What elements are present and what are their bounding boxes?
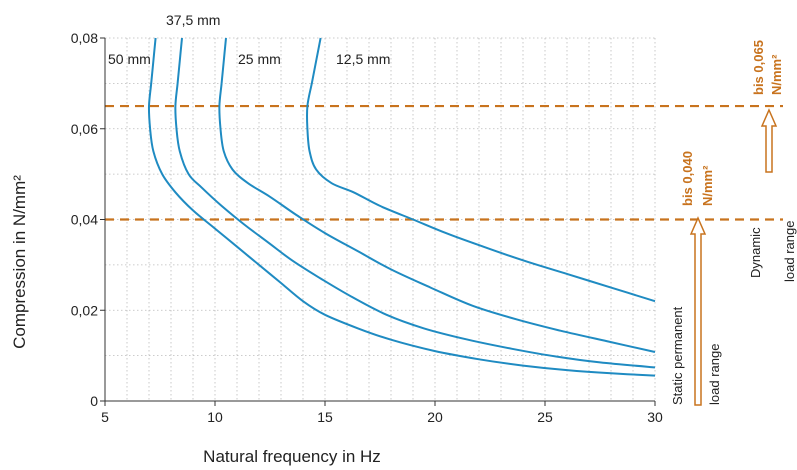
range-label: load range (782, 221, 797, 282)
series-label: 25 mm (238, 51, 281, 67)
y-tick-label: 0,04 (71, 212, 98, 228)
y-tick-label: 0,06 (71, 121, 98, 137)
series-line (305, 37, 656, 303)
series-line (147, 37, 656, 377)
x-tick-label: 5 (101, 409, 109, 425)
range-label: Static permanent (670, 306, 685, 405)
threshold-lines (105, 104, 783, 221)
series-group: 50 mm 37,5 mm 25 mm 12,5 mm (108, 12, 656, 377)
x-tick-label: 25 (537, 409, 553, 425)
up-arrow-icon (760, 108, 778, 173)
range-label: load range (707, 344, 722, 405)
up-arrow-icon (689, 216, 707, 406)
range-label: Dynamic (748, 227, 763, 278)
x-tick-label: 20 (427, 409, 443, 425)
series-line (174, 37, 656, 369)
x-tick-label: 10 (207, 409, 223, 425)
threshold-label: bis 0,040 (680, 151, 695, 206)
series-label: 12,5 mm (336, 51, 390, 67)
y-tick-label: 0,02 (71, 302, 98, 318)
y-axis-title: Compression in N/mm² (10, 175, 29, 349)
grid (105, 37, 656, 401)
x-tick-label: 30 (647, 409, 663, 425)
series-line (218, 37, 656, 353)
threshold-label: bis 0,065 (751, 40, 766, 95)
y-tick-label: 0 (90, 393, 98, 409)
x-axis-title: Natural frequency in Hz (203, 447, 381, 466)
series-label: 37,5 mm (166, 12, 220, 28)
x-tick-label: 15 (317, 409, 333, 425)
threshold-unit: N/mm² (769, 54, 784, 95)
axes: 5 10 15 20 25 30 0 0,02 0,04 0,06 0,08 (71, 30, 663, 425)
series-label: 50 mm (108, 51, 151, 67)
y-tick-label: 0,08 (71, 30, 98, 46)
threshold-unit: N/mm² (700, 165, 715, 206)
